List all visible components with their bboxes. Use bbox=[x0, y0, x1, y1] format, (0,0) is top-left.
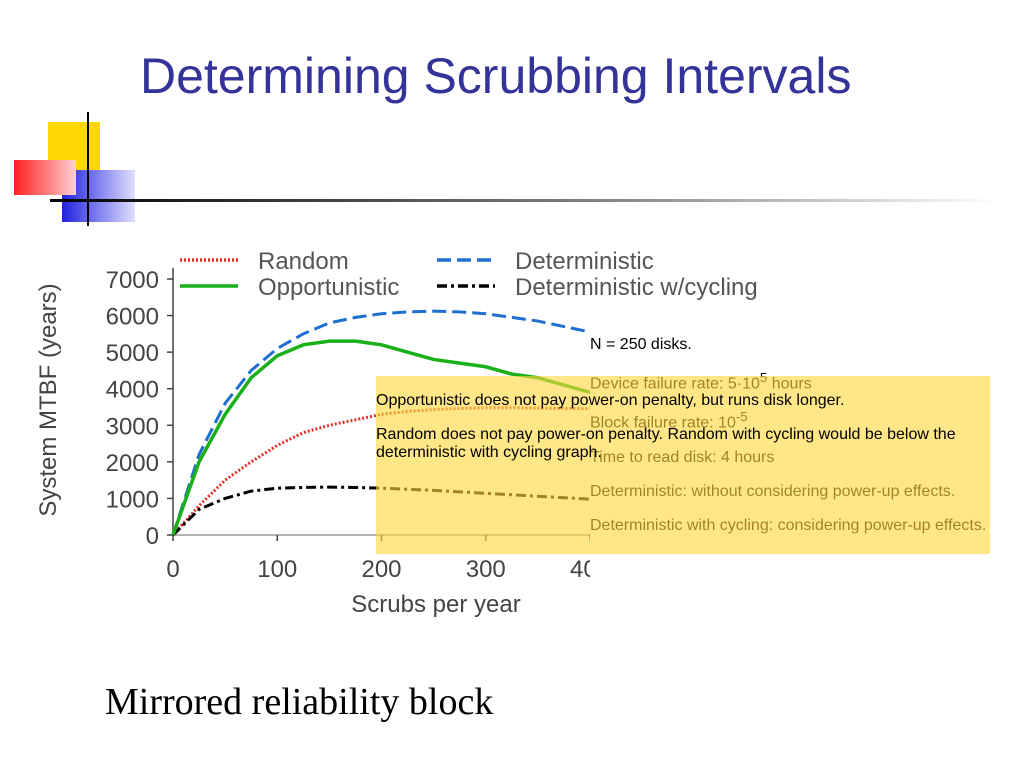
y-tick-label: 4000 bbox=[106, 377, 159, 404]
title-text: Determining Scrubbing Intervals bbox=[140, 48, 852, 104]
deco-square-red bbox=[14, 160, 76, 195]
y-tick-label: 1000 bbox=[106, 486, 159, 513]
y-tick-label: 0 bbox=[146, 523, 159, 550]
x-tick-label: 0 bbox=[166, 556, 179, 583]
y-tick-label: 5000 bbox=[106, 340, 159, 367]
legend-label: Deterministic w/cycling bbox=[515, 274, 758, 301]
note-text: N = 250 disks. bbox=[590, 336, 692, 353]
series-line bbox=[171, 309, 591, 536]
y-tick-label: 6000 bbox=[106, 304, 159, 331]
x-axis-label: Scrubs per year bbox=[351, 591, 520, 618]
legend-label: Random bbox=[258, 248, 349, 275]
note: N = 250 disks. bbox=[590, 336, 1024, 354]
y-axis-label: System MTBF (years) bbox=[35, 283, 62, 516]
y-tick-label: 3000 bbox=[106, 413, 159, 440]
y-tick-label: 7000 bbox=[106, 267, 159, 294]
x-tick-label: 100 bbox=[257, 556, 297, 583]
x-tick-label: 200 bbox=[361, 556, 401, 583]
series-line bbox=[171, 406, 591, 536]
box-paragraph: Random does not pay power-on penalty. Ra… bbox=[376, 426, 956, 461]
legend-label: Deterministic bbox=[515, 248, 654, 275]
x-tick-label: 300 bbox=[466, 556, 506, 583]
callout-box: Opportunistic does not pay power-on pena… bbox=[376, 376, 990, 554]
series-line bbox=[171, 339, 591, 536]
y-tick-label: 2000 bbox=[106, 450, 159, 477]
caption: Mirrored reliability block bbox=[105, 681, 494, 723]
slide-title: Determining Scrubbing Intervals bbox=[140, 40, 851, 112]
box-paragraph: Opportunistic does not pay power-on pena… bbox=[376, 392, 845, 409]
deco-hline bbox=[50, 199, 1000, 202]
legend-label: Opportunistic bbox=[258, 274, 399, 301]
